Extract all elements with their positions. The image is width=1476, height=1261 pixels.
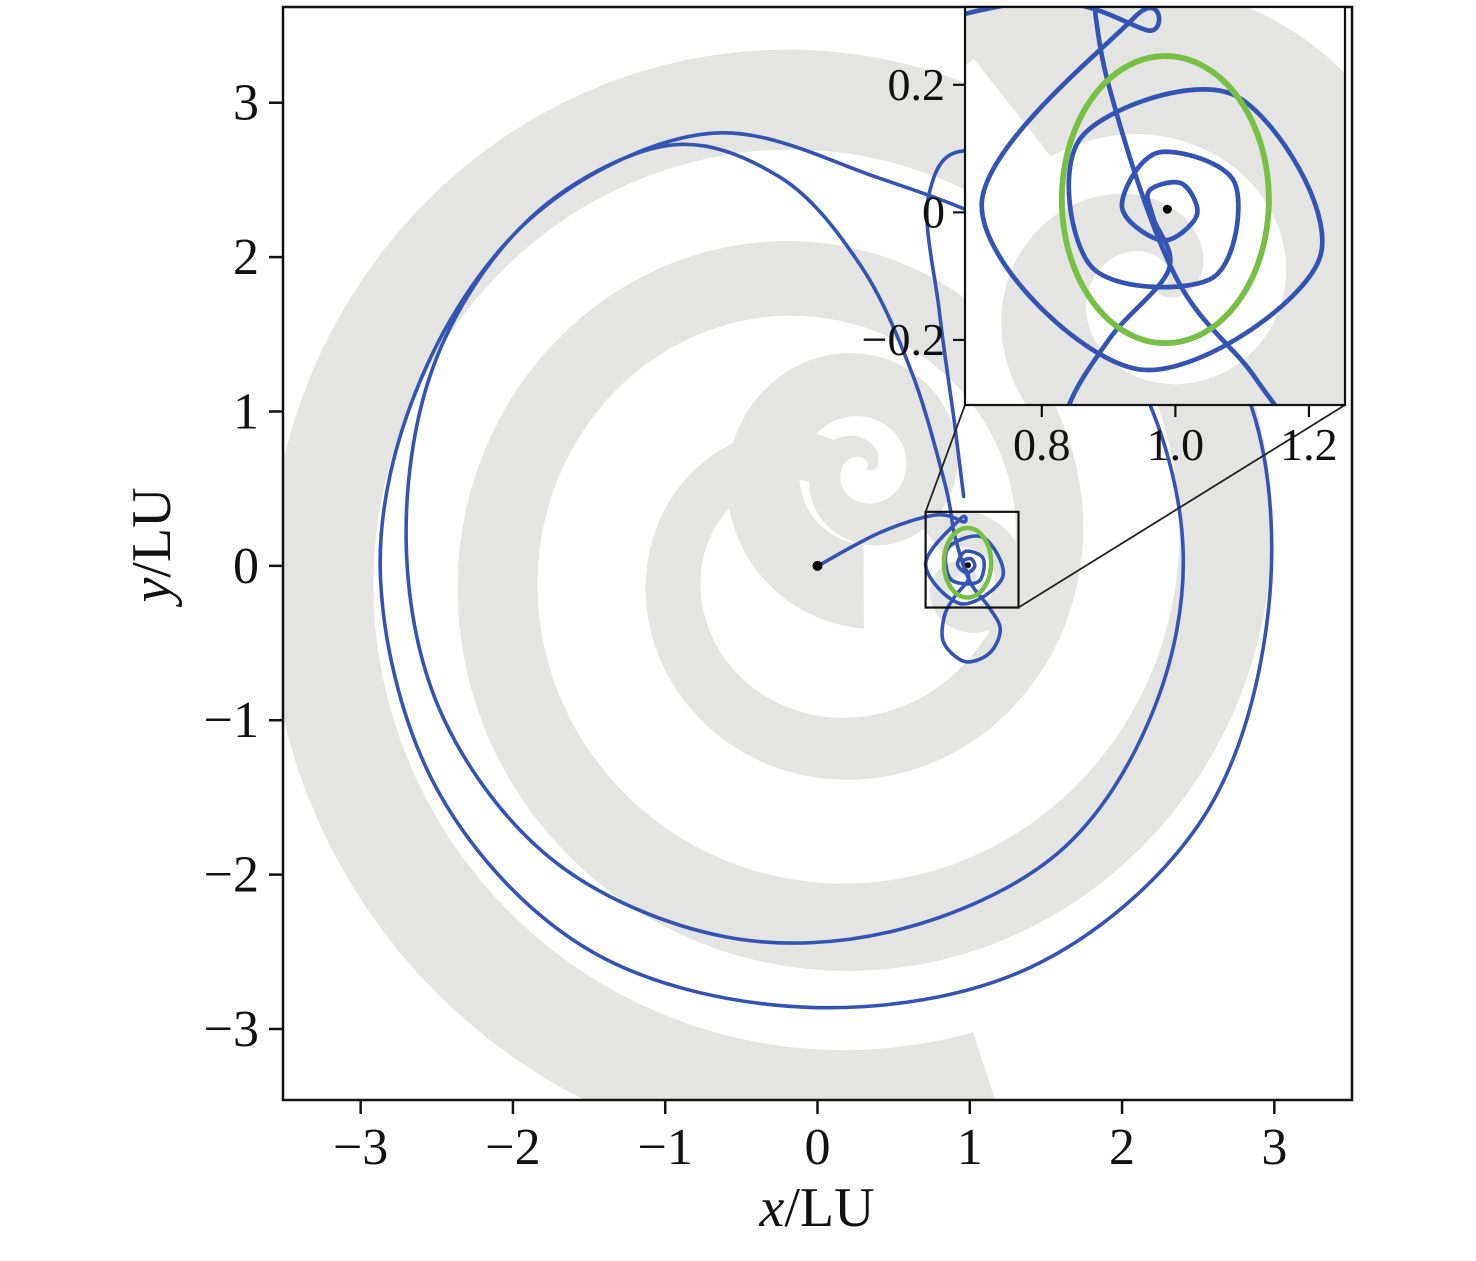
inset-y-tick-label: 0: [922, 186, 945, 237]
y-tick-label: 0: [233, 538, 259, 595]
x-tick-label: 0: [805, 1119, 831, 1176]
y-tick-label: −3: [204, 1001, 259, 1058]
inset-y-tick-label: −0.2: [862, 314, 945, 365]
y-tick-label: 2: [233, 229, 259, 286]
y-axis-unit: /LU: [121, 487, 183, 578]
x-tick-label: −1: [638, 1119, 693, 1176]
inset-x-tick-label: 0.8: [1013, 419, 1071, 470]
x-tick-label: 3: [1261, 1119, 1287, 1176]
x-tick-label: −2: [485, 1119, 540, 1176]
zoom-connector-right: [1018, 404, 1346, 609]
y-tick-label: −2: [204, 847, 259, 904]
x-tick-label: 1: [957, 1119, 983, 1176]
y-tick-label: 3: [233, 75, 259, 132]
x-tick-label: −3: [333, 1119, 388, 1176]
x-tick-label: 2: [1109, 1119, 1135, 1176]
manifold-region-main-0: [283, 49, 1272, 1100]
zoom-box: [924, 510, 1020, 609]
axes: −3 −2 −1 0 1 2 3 −3 −2 −1 0 1 2 3: [204, 5, 1354, 1176]
secondary-body-marker: [964, 562, 971, 569]
y-tick-label: 1: [233, 383, 259, 440]
x-axis-variable: x: [759, 1177, 785, 1239]
y-tick-label: −1: [204, 692, 259, 749]
zoom-connector-left: [924, 404, 966, 513]
zoom-annotations: [924, 404, 1346, 609]
y-axis-label: y/LU: [120, 487, 184, 602]
x-axis-label: x/LU: [759, 1176, 874, 1240]
secondary-body-marker-inset: [1162, 204, 1172, 214]
inset-y-tick-label: 0.2: [888, 59, 946, 110]
transfer-trajectory-main: [378, 131, 1274, 1010]
inset-axes-frame: [963, 5, 1347, 407]
inset-axes: 0.8 1.0 1.2 −0.2 0 0.2: [862, 5, 1347, 470]
manifold-region-main-1: [727, 353, 958, 629]
inset-x-tick-label: 1.0: [1147, 419, 1205, 470]
main-plot-area: [283, 49, 1274, 1100]
y-axis-variable: y: [121, 577, 183, 603]
primary-body-marker: [812, 560, 823, 571]
periodic-orbit-main: [941, 525, 994, 600]
periodic-orbit-inset: [1058, 53, 1272, 347]
x-axis-unit: /LU: [784, 1177, 875, 1239]
inset-x-tick-label: 1.2: [1280, 419, 1338, 470]
